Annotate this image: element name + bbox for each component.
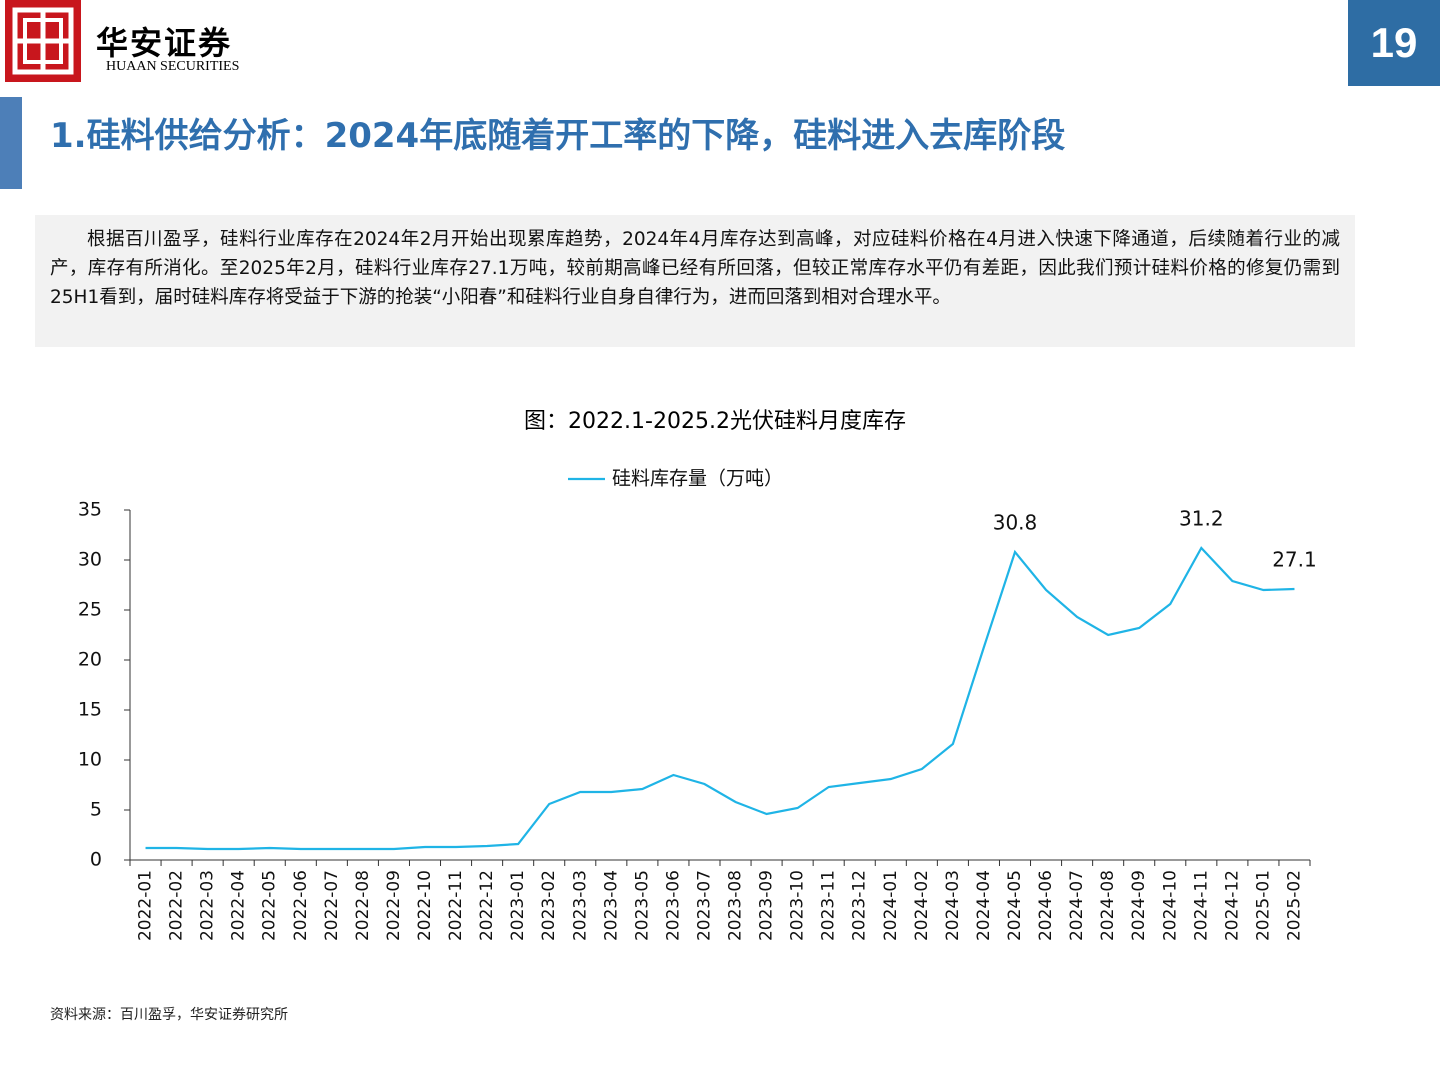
x-tick-label: 2023-11 xyxy=(819,870,839,941)
chart-title: 图：2022.1-2025.2光伏硅料月度库存 xyxy=(524,409,906,434)
x-tick-label: 2023-03 xyxy=(570,870,590,941)
x-tick-label: 2022-04 xyxy=(229,870,249,941)
brand-name: 华安证券 xyxy=(96,24,233,62)
x-tick-label: 2023-01 xyxy=(508,870,528,941)
x-tick-label: 2024-09 xyxy=(1129,870,1149,941)
x-tick-label: 2025-01 xyxy=(1253,870,1273,941)
x-tick-label: 2024-02 xyxy=(912,870,932,941)
x-tick-label: 2024-01 xyxy=(881,870,901,941)
x-tick-label: 2022-08 xyxy=(353,870,373,941)
x-tick-label: 2024-08 xyxy=(1098,870,1118,941)
y-tick-label: 35 xyxy=(78,499,102,521)
x-tick-label: 2023-12 xyxy=(850,870,870,941)
summary-text: 根据百川盈孚，硅料行业库存在2024年2月开始出现累库趋势，2024年4月库存达… xyxy=(35,215,1355,347)
x-tick-label: 2024-06 xyxy=(1036,870,1056,941)
brand-english: HUAAN SECURITIES xyxy=(106,59,240,74)
x-tick-label: 2023-06 xyxy=(663,870,683,941)
x-tick-label: 2022-05 xyxy=(260,870,280,941)
x-tick-label: 2022-02 xyxy=(167,870,187,941)
x-tick-label: 2024-12 xyxy=(1222,870,1242,941)
title-bar xyxy=(0,97,22,189)
y-tick-label: 15 xyxy=(78,699,102,721)
data-label: 27.1 xyxy=(1272,548,1317,572)
x-tick-label: 2022-07 xyxy=(322,870,342,941)
x-tick-label: 2023-10 xyxy=(788,870,808,941)
y-tick-label: 0 xyxy=(90,849,102,871)
y-tick-label: 5 xyxy=(90,799,102,821)
x-tick-label: 2025-02 xyxy=(1284,870,1304,941)
x-tick-label: 2024-07 xyxy=(1067,870,1087,941)
x-tick-label: 2022-01 xyxy=(136,870,156,941)
x-tick-label: 2022-06 xyxy=(291,870,311,941)
slide-title: 1.硅料供给分析：2024年底随着开工率的下降，硅料进入去库阶段 xyxy=(50,116,1066,156)
logo xyxy=(5,0,81,82)
source-note: 资料来源：百川盈孚，华安证券研究所 xyxy=(50,1007,288,1023)
x-tick-label: 2024-10 xyxy=(1160,870,1180,941)
x-tick-label: 2024-04 xyxy=(974,870,994,941)
legend-label: 硅料库存量（万吨） xyxy=(612,468,783,490)
x-tick-label: 2022-11 xyxy=(446,870,466,941)
x-tick-label: 2023-07 xyxy=(694,870,714,941)
x-tick-label: 2023-05 xyxy=(632,870,652,941)
x-tick-label: 2024-05 xyxy=(1005,870,1025,941)
x-tick-label: 2022-03 xyxy=(198,870,218,941)
x-tick-label: 2024-03 xyxy=(943,870,963,941)
y-tick-label: 30 xyxy=(78,549,102,571)
page-number: 19 xyxy=(1348,0,1440,86)
x-tick-label: 2023-04 xyxy=(601,870,621,941)
data-label: 31.2 xyxy=(1179,507,1224,531)
chart: 图：2022.1-2025.2光伏硅料月度库存 0 5 10 15 20 25 30 35 20… xyxy=(78,409,1317,941)
x-tick-label: 2023-09 xyxy=(757,870,777,941)
x-tick-label: 2022-12 xyxy=(477,870,497,941)
x-tick-label: 2023-02 xyxy=(539,870,559,941)
x-tick-label: 2022-09 xyxy=(384,870,404,941)
y-tick-label: 25 xyxy=(78,599,102,621)
y-tick-label: 10 xyxy=(78,749,102,771)
x-tick-label: 2023-08 xyxy=(726,870,746,941)
x-tick-label: 2024-11 xyxy=(1191,870,1211,941)
x-tick-label: 2022-10 xyxy=(415,870,435,941)
data-label: 30.8 xyxy=(993,511,1038,535)
data-line xyxy=(145,546,1295,851)
y-tick-label: 20 xyxy=(78,649,102,671)
